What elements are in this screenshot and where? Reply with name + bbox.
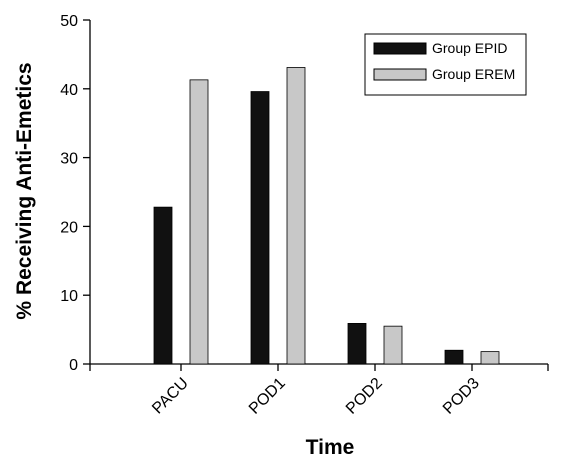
legend: Group EPID Group EREM (364, 33, 527, 96)
legend-label-erem: Group EREM (432, 66, 515, 82)
x-tick-label: POD3 (440, 375, 483, 418)
legend-box (364, 33, 527, 96)
x-axis: PACU POD1 POD2 POD3 (89, 363, 549, 418)
y-tick-label: 0 (69, 357, 78, 374)
bar-group-erem-pod1 (286, 67, 306, 365)
bar-group-erem-pacu (189, 79, 209, 365)
bars (153, 67, 500, 365)
bar-group-erem-pod3 (480, 351, 500, 365)
bar-group-erem-pod2 (383, 325, 403, 365)
x-tick-label: POD2 (343, 375, 386, 418)
bar-group-epid-pod1 (250, 91, 270, 365)
y-tick-label: 20 (60, 219, 78, 236)
y-tick-label: 40 (60, 82, 78, 99)
legend-swatch-epid (373, 42, 427, 55)
x-tick-label: PACU (149, 375, 192, 418)
y-axis-title: % Receiving Anti-Emetics (13, 62, 36, 319)
bar-group-epid-pacu (153, 206, 173, 365)
y-tick-label: 30 (60, 151, 78, 168)
bar-group-epid-pod2 (347, 323, 367, 365)
x-tick-label: POD1 (246, 375, 289, 418)
y-axis: 0 10 20 30 40 50 (60, 13, 91, 374)
legend-swatch-erem (373, 68, 427, 81)
x-axis-title: Time (306, 436, 355, 459)
y-tick-label: 10 (60, 288, 78, 305)
legend-label-epid: Group EPID (432, 40, 507, 56)
y-tick-label: 50 (60, 13, 78, 30)
bar-group-epid-pod3 (444, 349, 464, 365)
